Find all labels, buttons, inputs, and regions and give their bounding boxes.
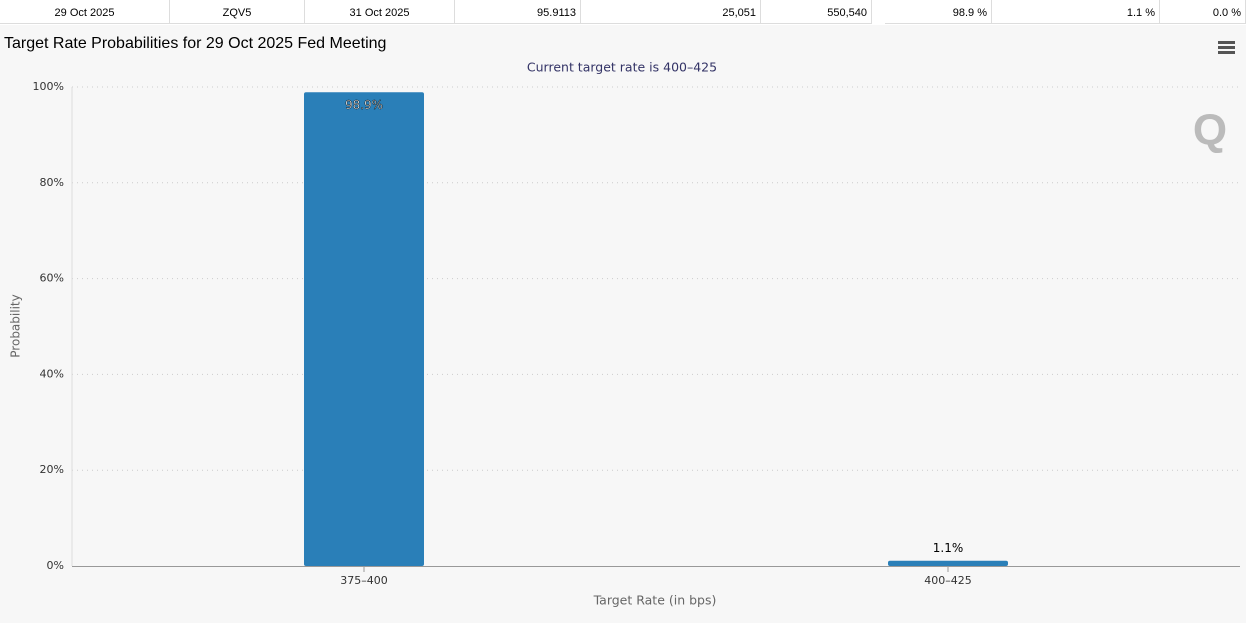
data-label: 98.9% [345,98,383,112]
menu-line[interactable] [1218,41,1235,44]
table-cell: 29 Oct 2025 [0,0,170,24]
table-cell: 25,051 [581,0,761,24]
y-tick-label: 0% [47,559,64,572]
menu-button[interactable] [1218,41,1235,54]
data-label: 1.1% [933,541,964,555]
chart-subtitle: Current target rate is 400–425 [527,60,717,75]
x-axis-label: Target Rate (in bps) [593,593,717,608]
x-tick-label: 375–400 [340,574,388,587]
y-axis-label: Probability [9,294,23,357]
chart: Target Rate Probabilities for 29 Oct 202… [4,35,1240,608]
table-cell: 98.9 % [885,0,992,24]
table-cell: 1.1 % [992,0,1160,24]
table-cell: ZQV5 [170,0,305,24]
logo: Q [1193,106,1227,155]
chart-title: Target Rate Probabilities for 29 Oct 202… [4,35,386,52]
menu-line[interactable] [1218,51,1235,54]
table-cell: 95.9113 [455,0,581,24]
table-cell: 550,540 [761,0,872,24]
menu-line[interactable] [1218,46,1235,49]
y-tick-label: 80% [40,176,64,189]
bar [888,560,1008,566]
y-tick-label: 40% [40,367,64,380]
table-cell: 0.0 % [1160,0,1246,24]
y-tick-label: 60% [40,272,64,285]
y-tick-label: 20% [40,463,64,476]
table-cell: 31 Oct 2025 [305,0,455,24]
bar [304,92,424,567]
y-tick-label: 100% [33,80,64,93]
table-row: 29 Oct 2025 ZQV5 31 Oct 2025 95.9113 25,051 5… [0,0,1246,25]
x-tick-label: 400–425 [924,574,972,587]
